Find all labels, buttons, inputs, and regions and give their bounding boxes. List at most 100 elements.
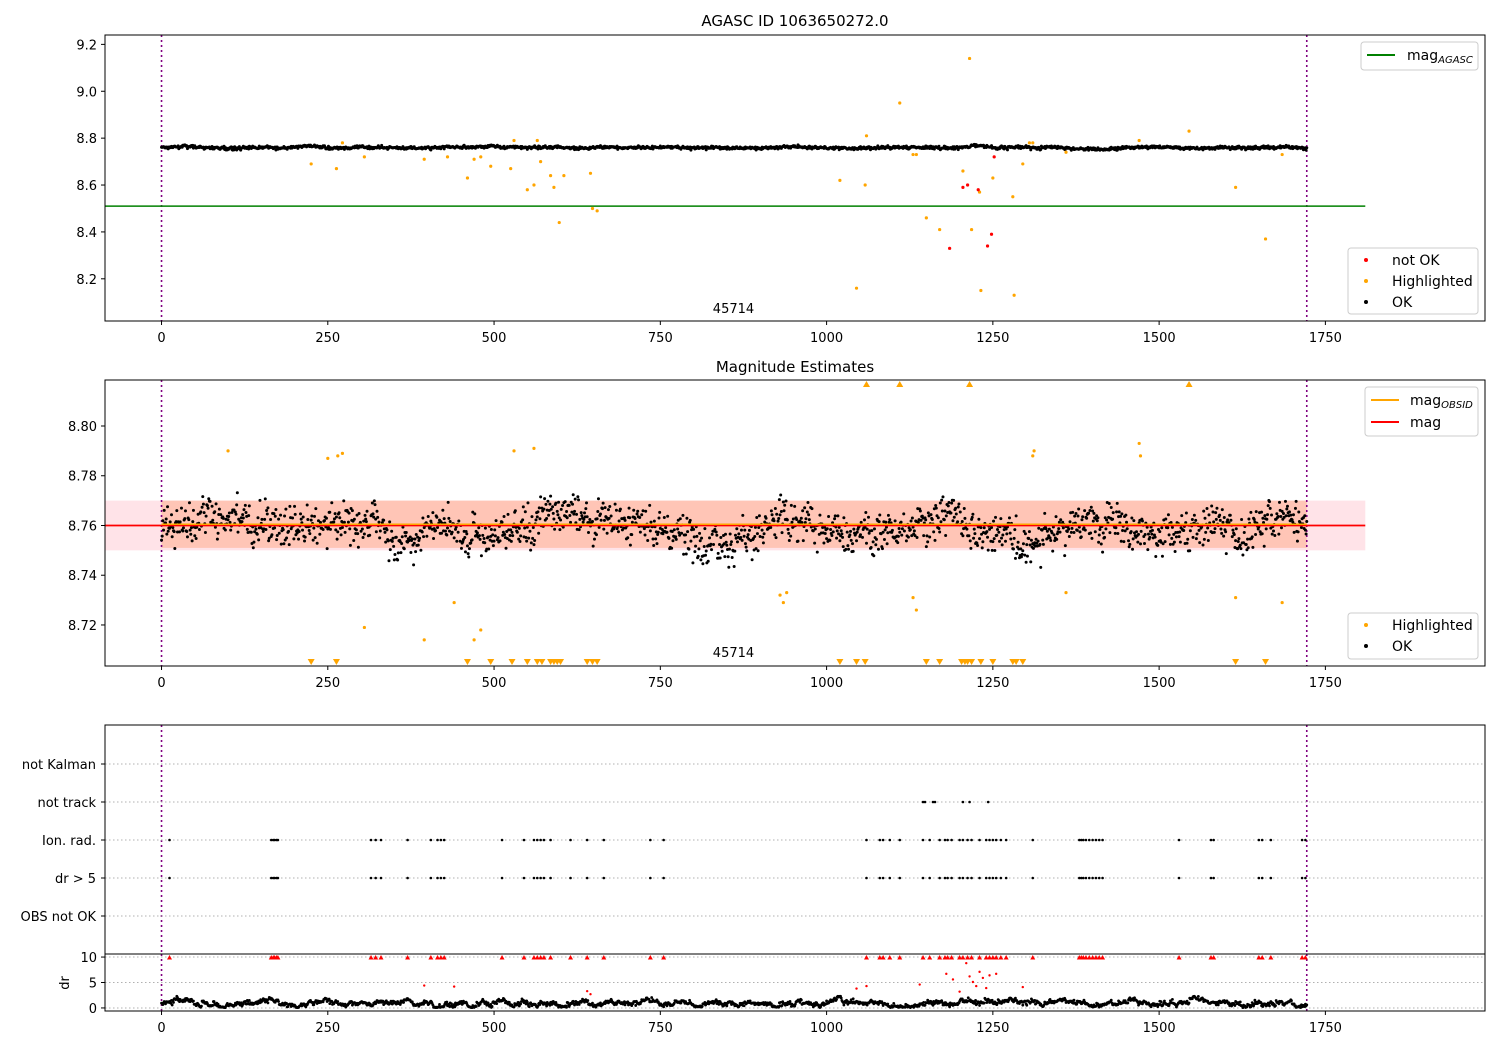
panel2-ok-point bbox=[1019, 547, 1023, 551]
panel2-ok-point bbox=[585, 501, 589, 505]
panel2-ok-point bbox=[713, 527, 717, 531]
panel2-highlighted-point bbox=[1137, 441, 1141, 446]
panel3-flag-point bbox=[921, 838, 925, 842]
panel2-ok-point bbox=[1295, 539, 1299, 543]
panel2-ok-point bbox=[549, 507, 553, 511]
panel2-ok-point bbox=[613, 502, 617, 506]
panel2-ok-point bbox=[1212, 520, 1216, 524]
panel2-ok-point bbox=[429, 519, 433, 523]
panel2-ok-point bbox=[677, 531, 681, 535]
panel3-flag-point bbox=[950, 838, 953, 842]
panel2-ok-point bbox=[364, 520, 368, 524]
panel2-ok-point bbox=[201, 495, 205, 499]
panel2-ok-point bbox=[851, 549, 855, 553]
panel2-ok-point bbox=[352, 539, 356, 543]
panel3-flag-point bbox=[946, 838, 949, 842]
panel2-ok-point bbox=[886, 531, 890, 535]
panel2-ok-point bbox=[1194, 518, 1198, 522]
panel2-ok-point bbox=[864, 511, 868, 515]
panel2-ok-point bbox=[357, 512, 361, 516]
panel2-ok-point bbox=[459, 546, 463, 550]
panel2-ok-point bbox=[525, 525, 529, 529]
panel2-ok-point bbox=[883, 528, 887, 532]
panel3-flag-point bbox=[933, 800, 937, 804]
panel2-ok-point bbox=[638, 530, 642, 534]
panel2-ok-point bbox=[643, 533, 647, 537]
panel2-ok-point bbox=[261, 529, 265, 533]
panel2-legend-label: Highlighted bbox=[1392, 618, 1473, 634]
panel3-flag-point bbox=[928, 838, 931, 842]
panel3-flag-point bbox=[1080, 876, 1083, 880]
panel2-ok-point bbox=[384, 540, 388, 544]
panel2-highlighted-point bbox=[226, 449, 230, 453]
panel2-ok-point bbox=[626, 536, 630, 540]
panel2-ok-point bbox=[203, 531, 207, 535]
panel2-ok-point bbox=[388, 520, 392, 524]
panel2-ok-point bbox=[1250, 535, 1254, 539]
panel2-ok-point bbox=[447, 516, 451, 520]
panel1-highlighted-point bbox=[991, 176, 995, 180]
panel4-dr-point bbox=[886, 1002, 890, 1006]
panel1-xtick-label: 250 bbox=[315, 331, 340, 346]
panel2-ok-point bbox=[704, 553, 708, 557]
panel2-ok-point bbox=[773, 507, 777, 511]
panel2-ok-point bbox=[348, 527, 352, 531]
panel2-ok-point bbox=[1124, 513, 1128, 517]
panel4-dr-point bbox=[328, 1002, 332, 1006]
panel2-ok-point bbox=[359, 529, 363, 533]
panel2-ok-point bbox=[784, 499, 788, 503]
panel2-down-marker bbox=[836, 659, 844, 665]
panel1-legend-label: OK bbox=[1392, 295, 1413, 311]
panel2-ok-point bbox=[1237, 537, 1241, 541]
panel2-ok-point bbox=[862, 518, 866, 522]
panel2-ok-point bbox=[1063, 544, 1067, 548]
panel2-ok-point bbox=[191, 520, 195, 524]
panel2-ok-point bbox=[425, 534, 429, 538]
panel2-ok-point bbox=[803, 520, 807, 524]
panel2-ok-point bbox=[483, 541, 487, 545]
panel2-down-marker bbox=[538, 659, 546, 665]
panel2-ok-point bbox=[644, 509, 648, 513]
panel4-dr-point bbox=[577, 1003, 581, 1006]
panel2-ok-point bbox=[1266, 504, 1270, 508]
panel2-ok-point bbox=[475, 531, 479, 535]
panel1-highlighted-point bbox=[854, 286, 859, 290]
panel2-ok-point bbox=[264, 528, 268, 532]
panel2-ok-point bbox=[214, 502, 218, 506]
panel2-ok-point bbox=[548, 502, 552, 506]
panel1-highlighted-point bbox=[562, 174, 566, 178]
panel2-ok-point bbox=[740, 538, 744, 542]
panel2-ok-point bbox=[726, 555, 730, 559]
panel2-ok-point bbox=[581, 520, 585, 524]
panel2-ok-point bbox=[348, 543, 352, 547]
panel4-dr-point bbox=[234, 1003, 238, 1007]
panel2-ok-point bbox=[755, 532, 759, 536]
panel2-ok-point bbox=[943, 509, 947, 513]
panel2-ytick-label: 8.80 bbox=[68, 420, 97, 435]
panel2-ok-point bbox=[315, 541, 319, 545]
panel2-ok-point bbox=[1027, 530, 1031, 534]
panel1-legend-label: Highlighted bbox=[1392, 274, 1473, 290]
panel2-ok-point bbox=[1148, 535, 1152, 539]
panel1-ytick-label: 8.2 bbox=[76, 273, 97, 288]
panel2-ok-point bbox=[531, 525, 535, 529]
panel3-flag-point bbox=[1087, 876, 1091, 880]
panel2-ok-point bbox=[991, 540, 995, 544]
panel2-up-marker bbox=[1185, 381, 1193, 387]
panel2-ok-point bbox=[630, 520, 634, 524]
panel2-ok-point bbox=[229, 528, 233, 532]
panel2-ok-point bbox=[559, 518, 563, 522]
panel1-ok-point bbox=[237, 145, 241, 149]
panel2-ok-point bbox=[1249, 510, 1253, 514]
panel2-ok-point bbox=[1170, 536, 1174, 540]
panel2-ok-point bbox=[376, 515, 380, 519]
panel2-up-marker bbox=[862, 381, 870, 387]
panel2-ok-point bbox=[392, 558, 396, 562]
panel2-ok-point bbox=[572, 512, 576, 516]
panel2-ok-point bbox=[878, 513, 882, 517]
panel2-ok-point bbox=[594, 533, 598, 537]
panel2-ok-point bbox=[692, 527, 696, 531]
panel2-ok-point bbox=[557, 500, 561, 504]
panel2-ok-point bbox=[242, 508, 246, 512]
